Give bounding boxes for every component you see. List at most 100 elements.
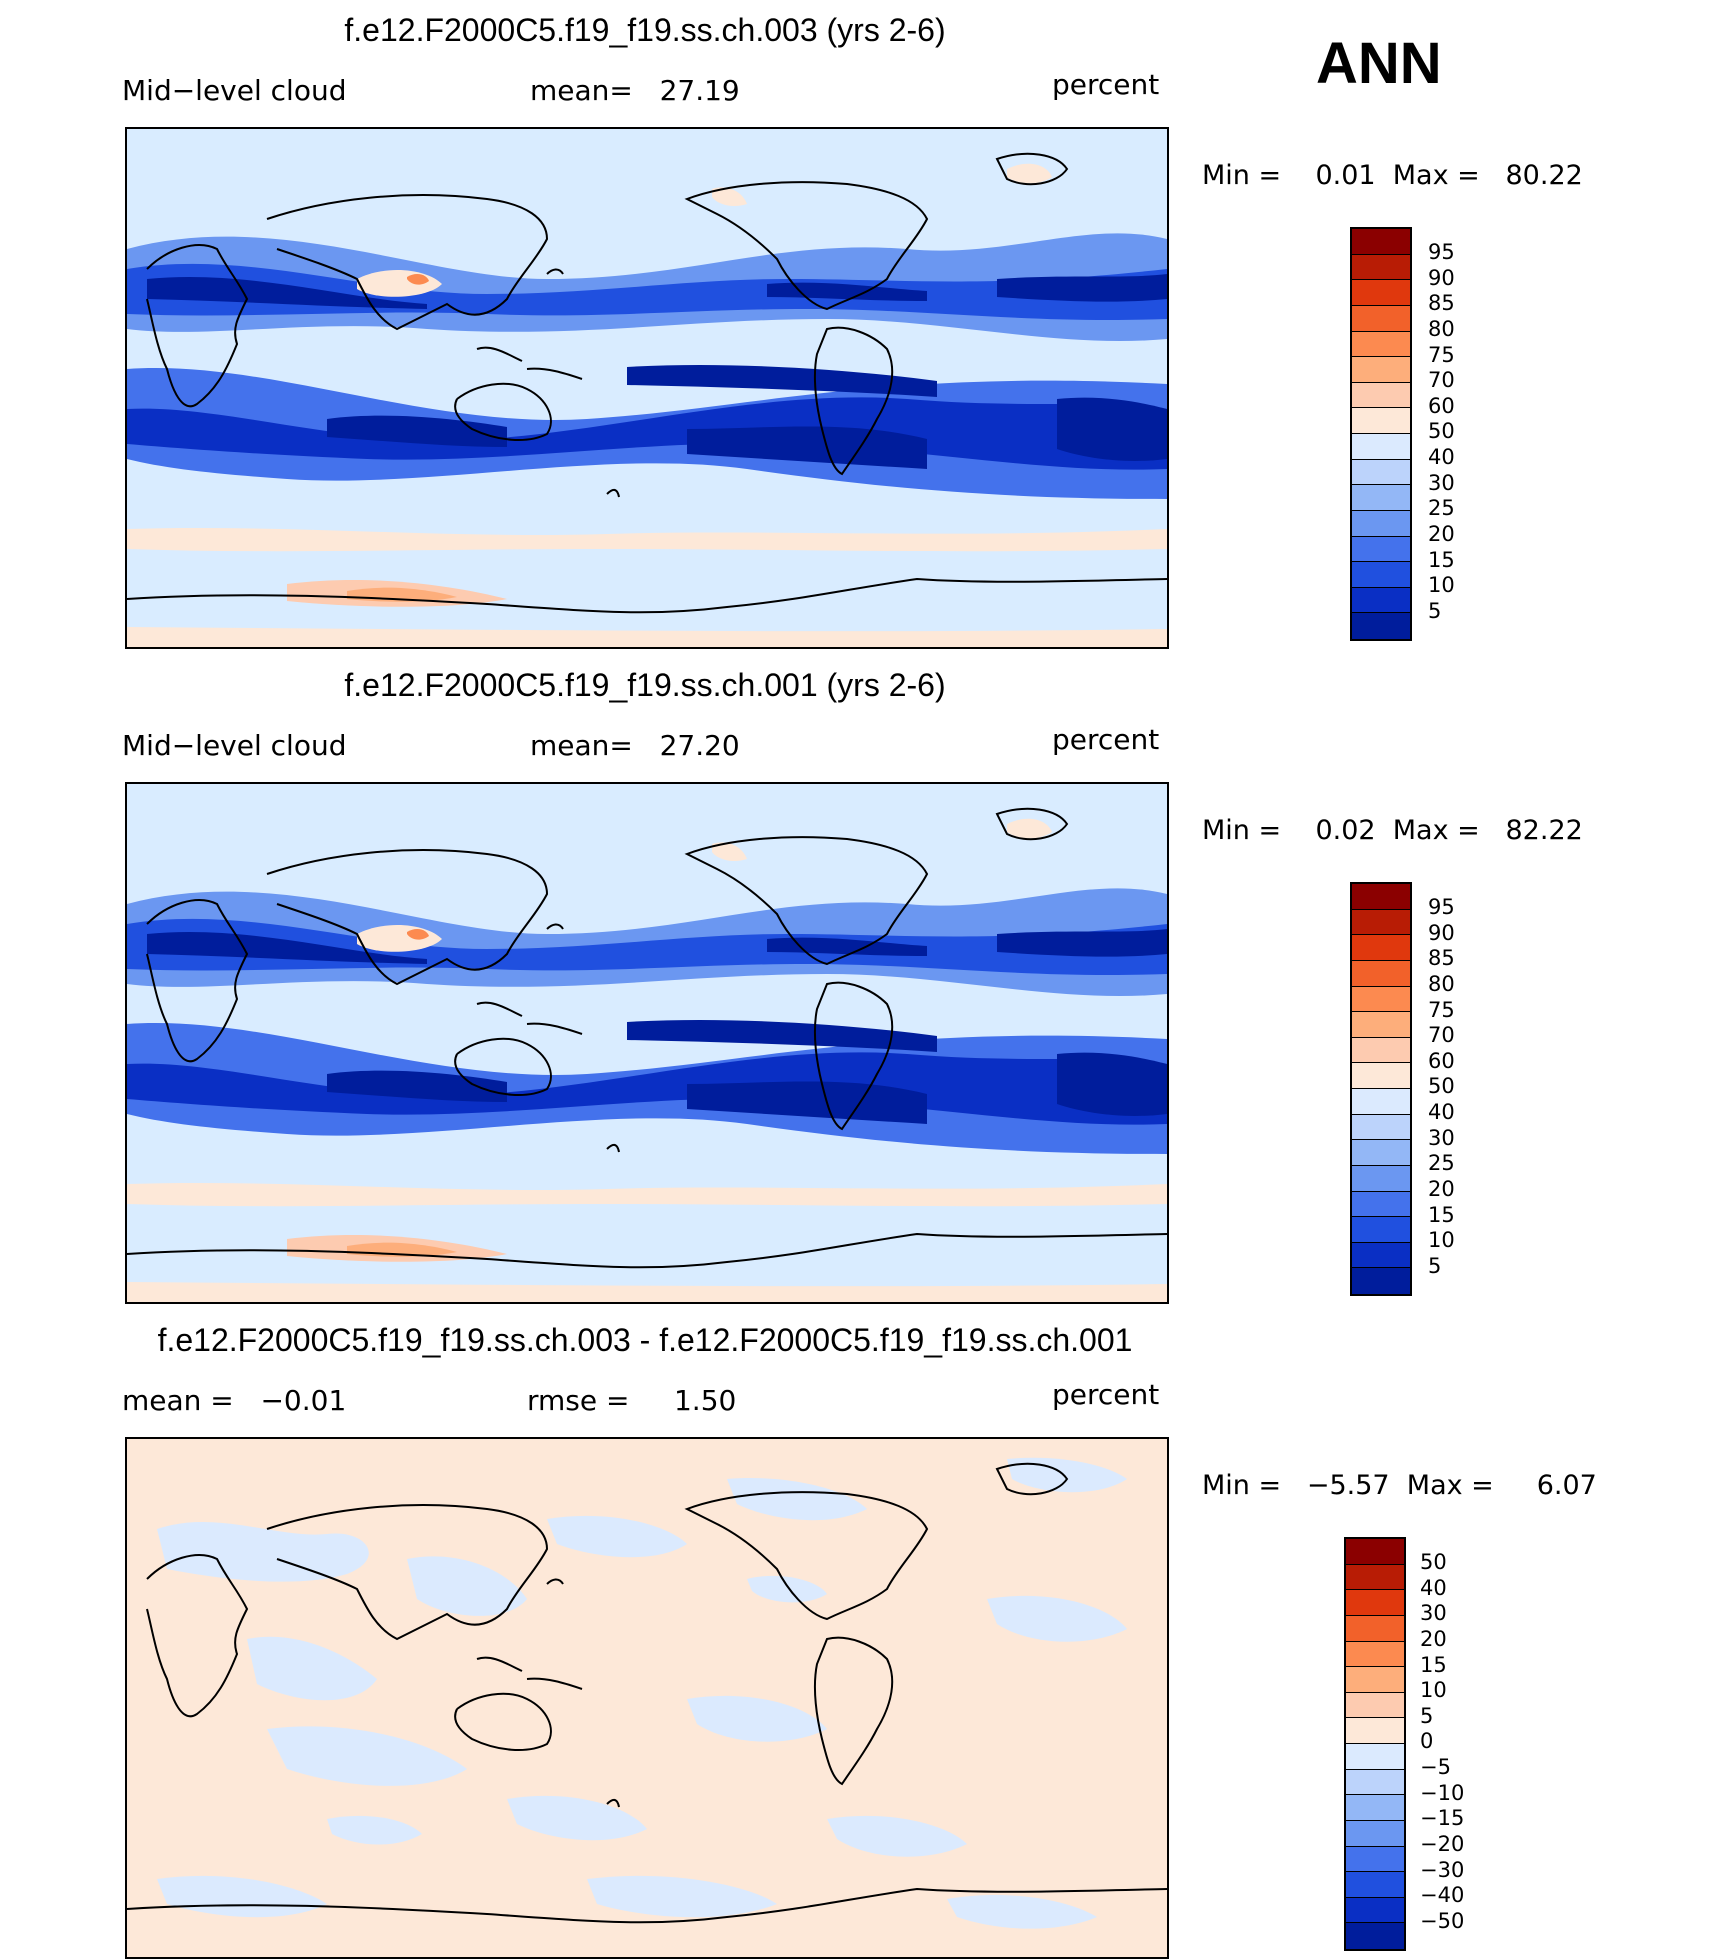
colorbar-swatch [1352, 382, 1410, 409]
difference-field [127, 1439, 1167, 1957]
colorbar-swatch [1352, 434, 1410, 460]
colorbar-swatch [1346, 1564, 1404, 1591]
panel-3-minmax: Min = −5.57 Max = 6.07 [1202, 1470, 1597, 1501]
colorbar-tick-label: 60 [1428, 1048, 1455, 1073]
colorbar-tick-label: 30 [1420, 1601, 1447, 1626]
colorbar-swatch [1346, 1615, 1404, 1642]
panel-2-contour-map [127, 784, 1167, 1302]
colorbar-swatch [1346, 1744, 1404, 1770]
colorbar-swatch [1352, 254, 1410, 281]
colorbar-swatch [1352, 1114, 1410, 1141]
panel-3-rmse-label: rmse = 1.50 [527, 1384, 737, 1417]
colorbar-swatch [1352, 1140, 1410, 1166]
panel-1-map [125, 127, 1169, 649]
coastlines [127, 152, 1167, 614]
colorbar-swatch [1352, 510, 1410, 537]
colorbar-tick-label: 85 [1428, 946, 1455, 971]
colorbar-swatch [1352, 485, 1410, 511]
colorbar-swatch [1352, 562, 1410, 588]
colorbar-swatch [1352, 1242, 1410, 1269]
colorbar-swatch [1346, 1846, 1404, 1873]
colorbar-tick-label: 50 [1420, 1550, 1447, 1574]
colorbar-swatch [1346, 1872, 1404, 1898]
panel-2-minmax: Min = 0.02 Max = 82.22 [1202, 815, 1583, 846]
colorbar-tick-label: −15 [1420, 1806, 1465, 1831]
colorbar-swatch [1352, 408, 1410, 434]
colorbar-swatch [1346, 1897, 1404, 1924]
colorbar-tick-label: 90 [1428, 920, 1455, 945]
colorbar-tick-label: 95 [1428, 895, 1455, 919]
panel-2-mean-label: mean= 27.20 [530, 729, 740, 762]
panel-3-title: f.e12.F2000C5.f19_f19.ss.ch.003 - f.e12.… [157, 1322, 1133, 1358]
panel-1-colorbar [1350, 227, 1412, 641]
colorbar-tick-label: 10 [1428, 573, 1455, 598]
colorbar-tick-label: 40 [1428, 445, 1455, 469]
panel-1-units-label: percent [1052, 68, 1160, 101]
colorbar-tick-label: 60 [1428, 393, 1455, 418]
colorbar-tick-label: −10 [1420, 1780, 1465, 1805]
colorbar-tick-label: 40 [1428, 1100, 1455, 1124]
panel-1-variable-label: Mid−level cloud [122, 74, 347, 107]
colorbar-swatch [1352, 1063, 1410, 1089]
panel-3-units-label: percent [1052, 1378, 1160, 1411]
colorbar-tick-label: −20 [1420, 1831, 1465, 1856]
colorbar-tick-label: 30 [1428, 1125, 1455, 1150]
panel-1-mean-label: mean= 27.19 [530, 74, 740, 107]
colorbar-swatch [1352, 587, 1410, 614]
panel-3-mean-label: mean = −0.01 [122, 1384, 347, 1417]
panel-2-title: f.e12.F2000C5.f19_f19.ss.ch.001 (yrs 2-6… [344, 667, 946, 703]
colorbar-swatch [1352, 960, 1410, 987]
colorbar-tick-label: 85 [1428, 291, 1455, 316]
colorbar-tick-label: 10 [1428, 1228, 1455, 1253]
colorbar-swatch [1352, 357, 1410, 383]
colorbar-swatch [1352, 1165, 1410, 1192]
panel-2-units-label: percent [1052, 723, 1160, 756]
panel-1-minmax: Min = 0.01 Max = 80.22 [1202, 160, 1583, 191]
colorbar-tick-label: 30 [1428, 470, 1455, 495]
colorbar-tick-label: 5 [1420, 1703, 1434, 1728]
colorbar-tick-label: 95 [1428, 240, 1455, 264]
colorbar-tick-label: 25 [1428, 496, 1455, 521]
coastlines [127, 1462, 1167, 1924]
colorbar-tick-label: 15 [1428, 1202, 1455, 1227]
colorbar-swatch [1346, 1641, 1404, 1668]
colorbar-swatch [1346, 1539, 1404, 1565]
cloud-field [127, 784, 1167, 1302]
colorbar-swatch [1352, 1037, 1410, 1064]
colorbar-swatch [1346, 1795, 1404, 1821]
colorbar-swatch [1346, 1590, 1404, 1616]
colorbar-tick-label: 75 [1428, 997, 1455, 1022]
colorbar-tick-label: 5 [1428, 598, 1442, 623]
colorbar-swatch [1346, 1820, 1404, 1847]
colorbar-swatch [1352, 1012, 1410, 1038]
colorbar-tick-label: −30 [1420, 1857, 1465, 1882]
colorbar-tick-label: 90 [1428, 265, 1455, 290]
colorbar-swatch [1346, 1718, 1404, 1744]
colorbar-tick-label: 15 [1420, 1652, 1447, 1677]
season-label: ANN [1316, 31, 1442, 96]
colorbar-tick-label: 0 [1420, 1729, 1434, 1754]
colorbar-swatch [1352, 1268, 1410, 1294]
colorbar-swatch [1352, 459, 1410, 486]
panel-1-contour-map [127, 129, 1167, 647]
colorbar-swatch [1352, 536, 1410, 563]
colorbar-tick-label: 80 [1428, 971, 1455, 996]
colorbar-tick-label: 25 [1428, 1151, 1455, 1176]
panel-3-colorbar [1344, 1537, 1406, 1951]
panel-2-map [125, 782, 1169, 1304]
coastlines [127, 807, 1167, 1269]
panel-3-map [125, 1437, 1169, 1959]
colorbar-tick-label: 15 [1428, 547, 1455, 572]
colorbar-tick-label: 20 [1428, 1176, 1455, 1201]
colorbar-swatch [1352, 613, 1410, 639]
colorbar-swatch [1352, 909, 1410, 936]
panel-1-title: f.e12.F2000C5.f19_f19.ss.ch.003 (yrs 2-6… [344, 12, 946, 48]
colorbar-tick-label: 40 [1420, 1575, 1447, 1600]
colorbar-tick-label: 50 [1428, 419, 1455, 444]
colorbar-swatch [1352, 1089, 1410, 1115]
colorbar-swatch [1352, 305, 1410, 332]
colorbar-tick-label: 50 [1428, 1074, 1455, 1099]
colorbar-tick-label: −50 [1420, 1908, 1465, 1933]
colorbar-tick-label: 20 [1428, 521, 1455, 546]
colorbar-swatch [1352, 884, 1410, 910]
